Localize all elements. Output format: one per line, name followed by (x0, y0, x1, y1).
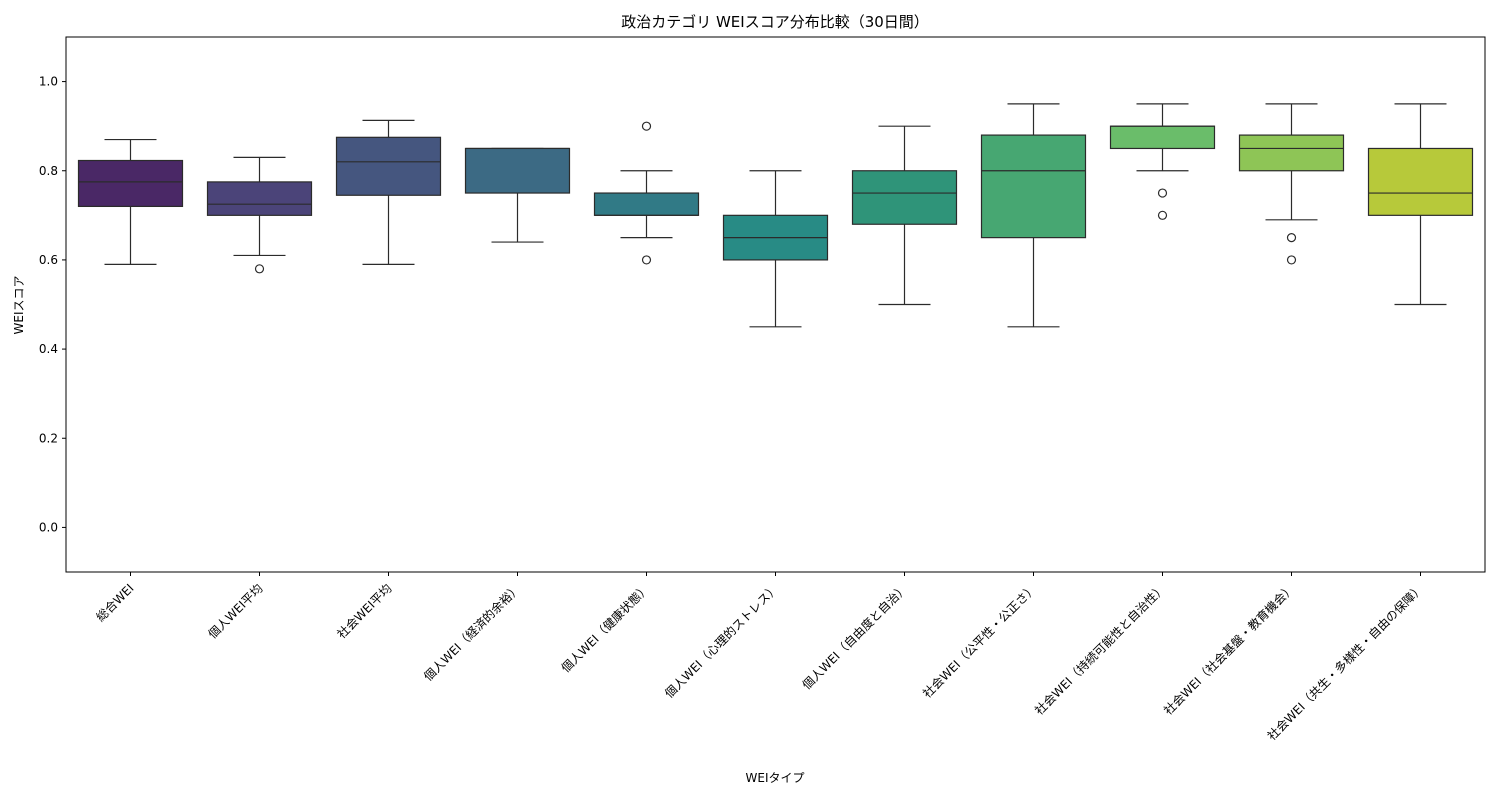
outlier-point (641, 121, 652, 131)
x-axis-label: WEIタイプ (746, 771, 805, 785)
outlier-point (641, 255, 652, 265)
x-tick-label: 社会WEI（共生・多様性・自由の保障） (1264, 581, 1427, 744)
y-tick-label: 0.0 (39, 520, 58, 534)
chart-title: 政治カテゴリ WEIスコア分布比較（30日間） (621, 13, 929, 31)
box (593, 192, 700, 216)
y-tick-label: 1.0 (39, 75, 58, 89)
box-3 (335, 119, 442, 265)
box (1367, 147, 1474, 216)
outlier-point (1286, 233, 1297, 243)
box (77, 159, 184, 208)
x-tick-label: 個人WEI（自由度と自治） (799, 581, 911, 693)
y-tick-label: 0.6 (39, 253, 58, 267)
y-tick-label: 0.8 (39, 164, 58, 178)
x-tick-label: 個人WEI平均 (206, 581, 266, 641)
box-7 (851, 125, 958, 306)
box (851, 170, 958, 225)
box (1238, 134, 1345, 172)
x-tick-label: 個人WEI（健康状態） (558, 581, 653, 676)
box-1 (77, 138, 184, 265)
y-tick-label: 0.2 (39, 431, 58, 445)
x-tick-label: 社会WEI（公平性・公正さ） (919, 581, 1039, 701)
x-tick-label: 社会WEI（社会基盤・教育機会） (1160, 581, 1297, 718)
y-tick-label: 0.4 (39, 342, 58, 356)
box-11 (1367, 103, 1474, 306)
outlier-point (1157, 188, 1168, 198)
box-4 (464, 147, 571, 243)
x-tick-label: 社会WEI平均 (334, 581, 395, 642)
x-tick-label: 総合WEI (93, 581, 137, 625)
box (206, 181, 313, 216)
box-10 (1238, 103, 1345, 265)
box-9 (1109, 103, 1216, 220)
outlier-point (1286, 255, 1297, 265)
box (1109, 125, 1216, 150)
box (335, 136, 442, 196)
y-axis-label: WEIスコア (12, 276, 26, 335)
box (980, 134, 1087, 239)
box (464, 147, 571, 194)
outlier-point (1157, 210, 1168, 220)
box-8 (980, 103, 1087, 328)
x-tick-label: 個人WEI（経済的余裕） (420, 581, 523, 684)
x-tick-label: 個人WEI（心理的ストレス） (661, 581, 781, 701)
box-6 (722, 170, 829, 328)
box-5 (593, 121, 700, 265)
x-tick-label: 社会WEI（持続可能性と自治性） (1031, 581, 1168, 718)
outlier-point (254, 264, 265, 274)
box-2 (206, 156, 313, 274)
